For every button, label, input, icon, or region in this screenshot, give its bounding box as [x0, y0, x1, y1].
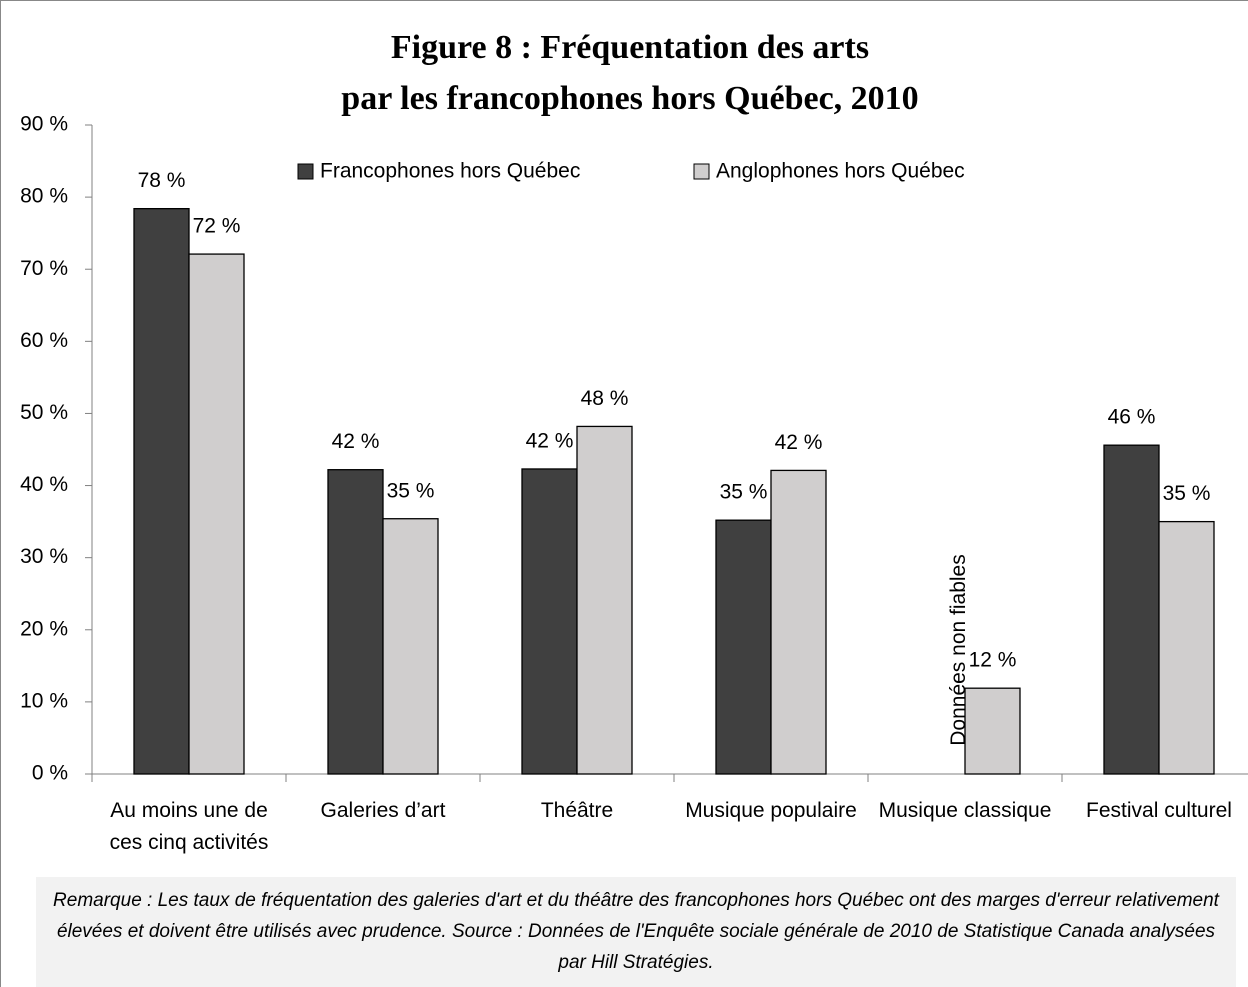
value-label: 78 %: [138, 169, 186, 192]
bar: [770, 469, 827, 775]
legend-label: Francophones hors Québec: [320, 160, 580, 183]
bar: [521, 468, 578, 775]
bar: [188, 253, 245, 775]
x-tick-label: Au moins une de ces cinq activités: [109, 799, 269, 854]
bar: [964, 687, 1021, 775]
value-label: 42 %: [526, 430, 574, 453]
value-label: 42 %: [775, 431, 823, 454]
bar: [715, 519, 772, 775]
value-label: 48 %: [581, 387, 629, 410]
annotation: Données non fiables: [947, 554, 970, 745]
x-tick-label: Musique classique: [878, 799, 1052, 822]
note: Remarque : Les taux de fréquentation des…: [36, 877, 1236, 987]
bar: [1158, 520, 1215, 775]
x-tick-label: Théâtre: [540, 799, 614, 822]
bar: [1103, 444, 1160, 775]
x-tick-label: Festival culturel: [1086, 799, 1232, 822]
value-label: 46 %: [1108, 406, 1156, 429]
chart-title: Figure 8 : Fréquentation des arts: [391, 29, 869, 66]
value-label: 35 %: [720, 481, 768, 504]
y-tick-label: 40 %: [20, 473, 68, 496]
bar: [327, 469, 384, 775]
value-label: 42 %: [332, 430, 380, 453]
y-tick-label: 0 %: [32, 762, 68, 785]
y-tick-label: 20 %: [20, 617, 68, 640]
y-tick-label: 80 %: [20, 185, 68, 208]
bar: [133, 207, 190, 775]
y-tick-label: 70 %: [20, 257, 68, 280]
value-label: 12 %: [969, 649, 1017, 672]
value-label: 35 %: [387, 479, 435, 502]
y-tick-label: 30 %: [20, 545, 68, 568]
y-tick-label: 90 %: [20, 113, 68, 136]
value-label: 35 %: [1163, 482, 1211, 505]
x-tick-label: Musique populaire: [685, 799, 857, 822]
legend-swatch: [297, 163, 314, 180]
y-tick-label: 50 %: [20, 401, 68, 424]
legend-swatch: [693, 163, 710, 180]
x-tick-label: Galeries d’art: [320, 799, 446, 822]
legend-label: Anglophones hors Québec: [716, 160, 965, 183]
chart-title: par les francophones hors Québec, 2010: [341, 80, 918, 117]
bar: [576, 425, 633, 775]
value-label: 72 %: [193, 215, 241, 238]
y-tick-label: 60 %: [20, 329, 68, 352]
bar: [382, 518, 439, 775]
y-tick-label: 10 %: [20, 689, 68, 712]
